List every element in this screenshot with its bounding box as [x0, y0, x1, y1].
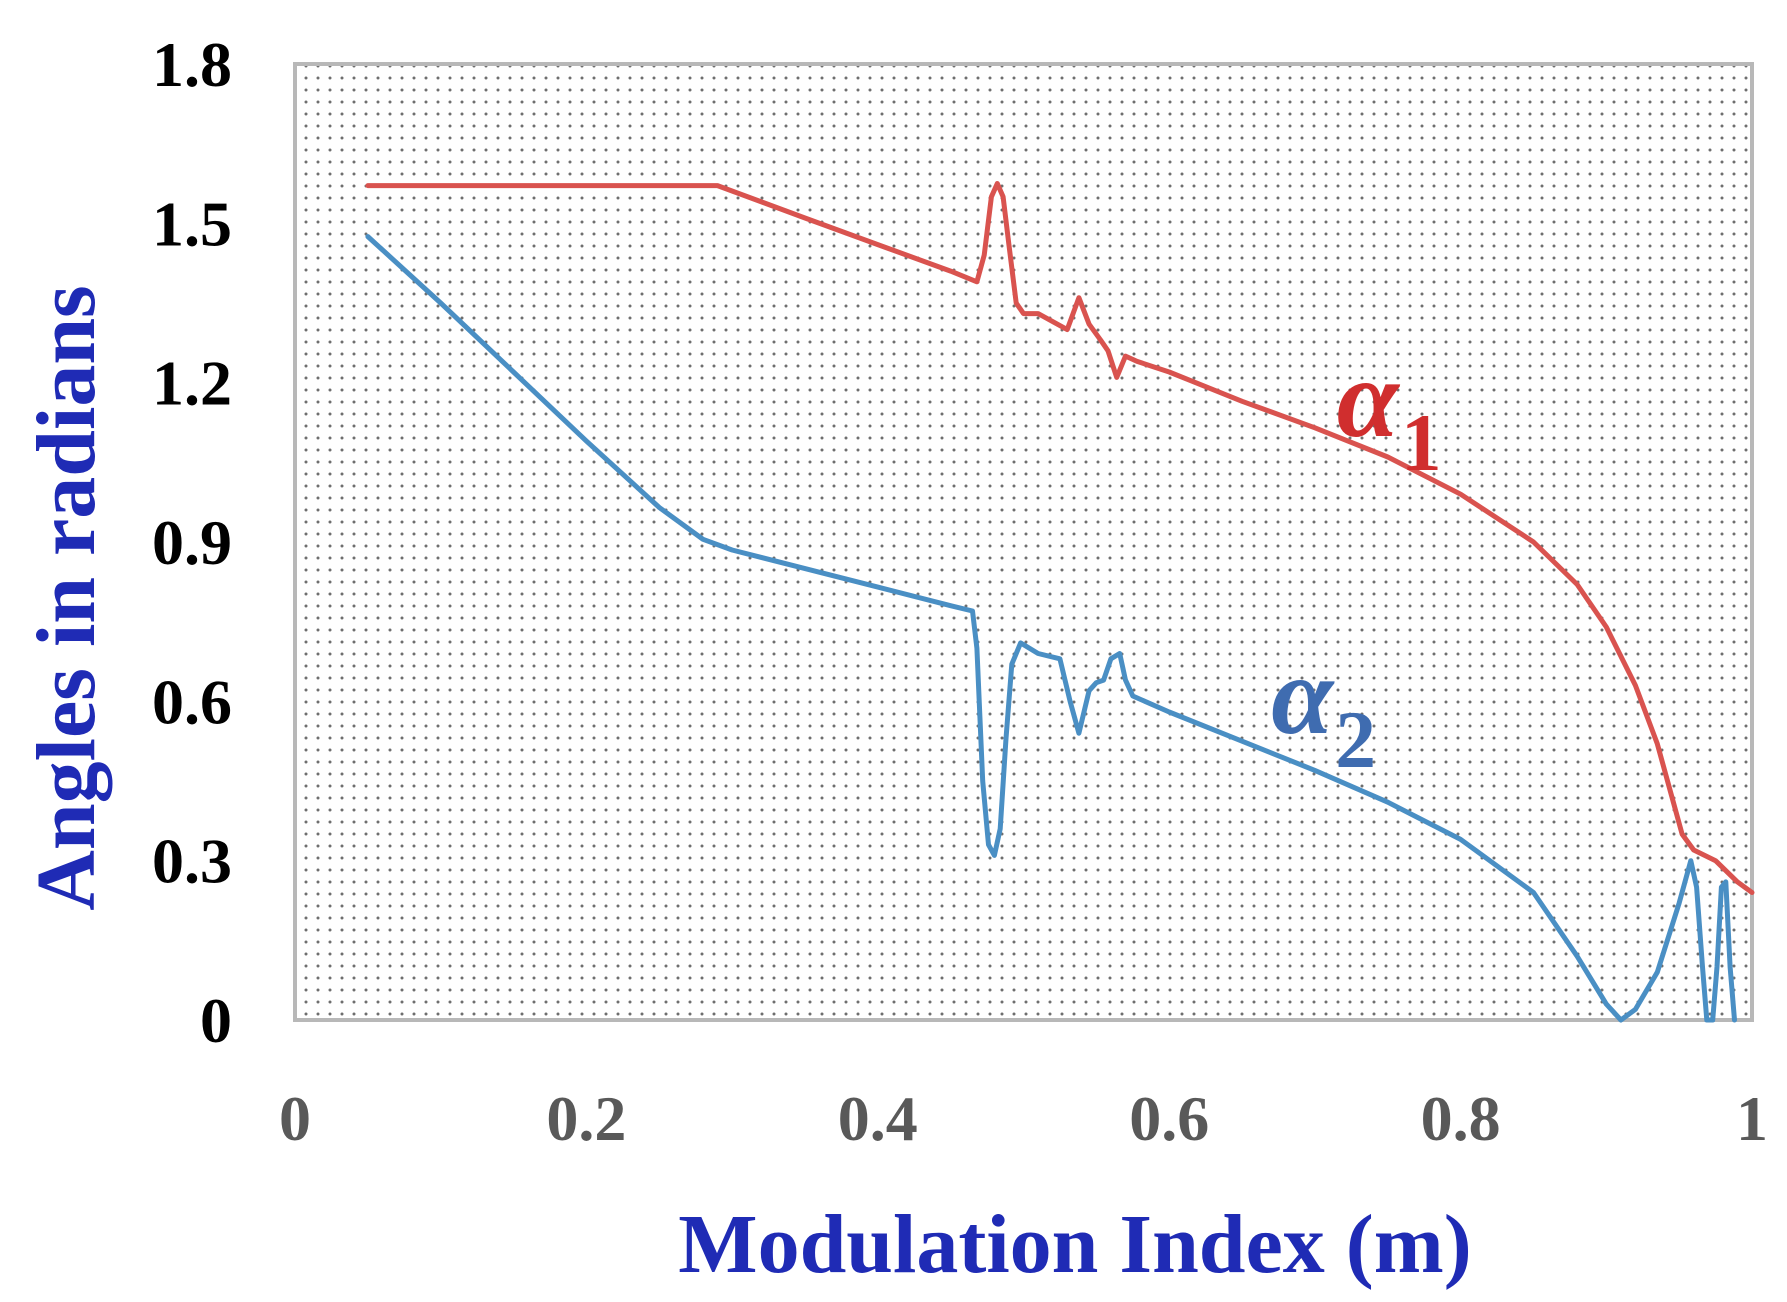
- y-tick-label: 0: [200, 985, 232, 1056]
- plot-area: [293, 62, 1754, 1022]
- y-tick-label: 1.8: [152, 29, 232, 100]
- series-label-subscript: 1: [1401, 397, 1442, 488]
- x-axis-title: Modulation Index (m): [678, 1198, 1471, 1291]
- plot-dot-pattern: [295, 64, 1752, 1020]
- x-tick-label: 0.8: [1421, 1083, 1501, 1154]
- y-axis-ticks: 0 0.3 0.6 0.9 1.2 1.5 1.8: [152, 29, 232, 1056]
- series-label-symbol: α: [1337, 337, 1401, 461]
- y-tick-label: 0.9: [152, 507, 232, 578]
- y-tick-label: 0.6: [152, 666, 232, 737]
- series-label-symbol: α: [1271, 634, 1335, 758]
- series-label-alpha1: α1: [1337, 337, 1442, 488]
- series-label-alpha2: α2: [1271, 634, 1376, 785]
- y-axis-title: Angles in radians: [20, 285, 113, 911]
- series-line-alpha2: [365, 234, 1737, 1023]
- x-axis-ticks: 0 0.2 0.4 0.6 0.8 1: [279, 1083, 1768, 1154]
- series-line-alpha1: [365, 181, 1755, 895]
- series-lines: [365, 181, 1755, 1023]
- x-tick-label: 1: [1736, 1083, 1768, 1154]
- plot-border: [293, 62, 1754, 1022]
- y-tick-label: 1.2: [152, 348, 232, 419]
- x-tick-label: 0.2: [546, 1083, 626, 1154]
- x-tick-label: 0.6: [1129, 1083, 1209, 1154]
- y-tick-label: 0.3: [152, 826, 232, 897]
- y-tick-label: 1.5: [152, 188, 232, 259]
- x-tick-label: 0: [279, 1083, 311, 1154]
- series-label-subscript: 2: [1335, 694, 1376, 785]
- x-tick-label: 0.4: [838, 1083, 918, 1154]
